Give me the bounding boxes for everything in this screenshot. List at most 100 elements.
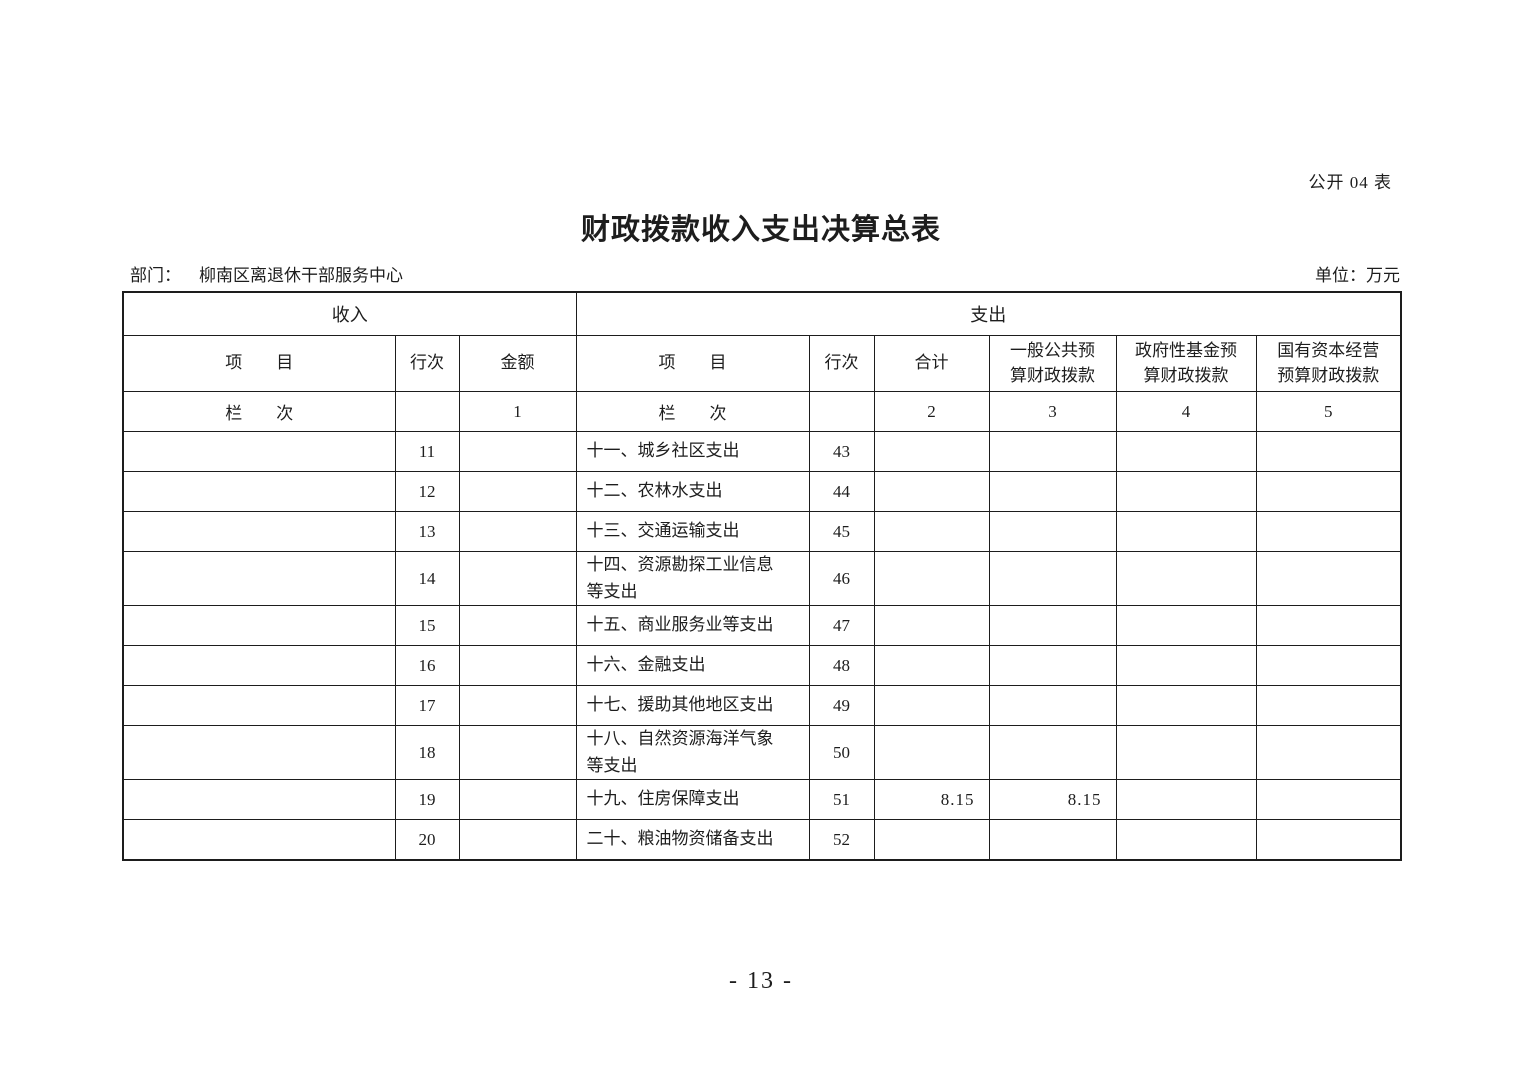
income-line-cell: 13: [394, 511, 460, 552]
income-section-header: 收入: [122, 291, 577, 336]
expense-line-cell: 45: [808, 511, 875, 552]
state-capital-cell: [1255, 779, 1402, 820]
state-capital-cell: [1255, 511, 1402, 552]
index-income-item: 栏 次: [122, 391, 396, 432]
gov-fund-cell: [1115, 725, 1257, 780]
general-budget-cell: [988, 819, 1117, 861]
state-capital-cell: [1255, 431, 1402, 472]
income-item-cell: [122, 819, 396, 861]
gov-fund-cell: [1115, 819, 1257, 861]
expense-line-cell: 51: [808, 779, 875, 820]
general-budget-cell: [988, 551, 1117, 606]
general-budget-cell: [988, 725, 1117, 780]
general-budget-cell: [988, 431, 1117, 472]
expense-item-cell: 十一、城乡社区支出: [575, 431, 810, 472]
state-capital-cell: [1255, 725, 1402, 780]
income-item-cell: [122, 645, 396, 686]
total-cell: [873, 819, 990, 861]
gov-fund-cell: [1115, 511, 1257, 552]
income-item-cell: [122, 685, 396, 726]
total-cell: [873, 471, 990, 512]
table-row: 19 十九、住房保障支出 51 8.15 8.15: [122, 779, 1402, 820]
general-budget-cell: [988, 511, 1117, 552]
page-content: 公开 04 表 财政拨款收入支出决算总表 部门： 柳南区离退休干部服务中心 单位：…: [122, 0, 1402, 1074]
expense-line-cell: 47: [808, 605, 875, 646]
department-line: 部门： 柳南区离退休干部服务中心: [122, 261, 403, 286]
column-index-row: 栏 次 1 栏 次 2 3 4 5: [122, 391, 1402, 432]
table-row: 18 十八、自然资源海洋气象 等支出 50: [122, 725, 1402, 780]
expense-line-cell: 50: [808, 725, 875, 780]
table-row: 15 十五、商业服务业等支出 47: [122, 605, 1402, 646]
expense-line-cell: 43: [808, 431, 875, 472]
state-capital-cell: [1255, 471, 1402, 512]
total-cell: [873, 725, 990, 780]
general-budget-cell: [988, 685, 1117, 726]
col-header-state-capital: 国有资本经营 预算财政拨款: [1255, 335, 1402, 392]
col-header-income-item: 项 目: [122, 335, 396, 392]
col-header-expense-item: 项 目: [575, 335, 810, 392]
expense-item-cell: 十三、交通运输支出: [575, 511, 810, 552]
table-row: 17 十七、援助其他地区支出 49: [122, 685, 1402, 726]
doc-label: 公开 04 表: [1308, 173, 1392, 192]
income-amount-cell: [458, 605, 577, 646]
income-amount-cell: [458, 725, 577, 780]
income-amount-cell: [458, 511, 577, 552]
state-capital-cell: [1255, 645, 1402, 686]
income-line-cell: 15: [394, 605, 460, 646]
index-general-budget: 3: [988, 391, 1117, 432]
table-row: 11 十一、城乡社区支出 43: [122, 431, 1402, 472]
department-value: 柳南区离退休干部服务中心: [199, 266, 403, 285]
total-cell: 8.15: [873, 779, 990, 820]
income-item-cell: [122, 471, 396, 512]
expense-line-cell: 52: [808, 819, 875, 861]
index-income-amount: 1: [458, 391, 577, 432]
gov-fund-cell: [1115, 551, 1257, 606]
income-item-cell: [122, 725, 396, 780]
income-amount-cell: [458, 819, 577, 861]
income-item-cell: [122, 779, 396, 820]
unit-label: 单位：万元: [1315, 266, 1400, 285]
income-item-cell: [122, 605, 396, 646]
expense-line-cell: 49: [808, 685, 875, 726]
total-cell: [873, 685, 990, 726]
section-header-row: 收入 支出: [122, 291, 1402, 336]
income-line-cell: 19: [394, 779, 460, 820]
expense-item-cell: 十四、资源勘探工业信息 等支出: [575, 551, 810, 606]
meta-row: 部门： 柳南区离退休干部服务中心 单位：万元: [122, 261, 1400, 286]
col-header-total: 合计: [873, 335, 990, 392]
expense-item-cell: 十八、自然资源海洋气象 等支出: [575, 725, 810, 780]
general-budget-cell: [988, 471, 1117, 512]
gov-fund-cell: [1115, 605, 1257, 646]
expense-line-cell: 48: [808, 645, 875, 686]
table-row: 13 十三、交通运输支出 45: [122, 511, 1402, 552]
expense-section-header: 支出: [575, 291, 1402, 336]
income-amount-cell: [458, 779, 577, 820]
income-line-cell: 16: [394, 645, 460, 686]
income-amount-cell: [458, 645, 577, 686]
state-capital-cell: [1255, 819, 1402, 861]
income-amount-cell: [458, 685, 577, 726]
index-gov-fund: 4: [1115, 391, 1257, 432]
page-title: 财政拨款收入支出决算总表: [580, 214, 941, 246]
gov-fund-cell: [1115, 645, 1257, 686]
income-line-cell: 14: [394, 551, 460, 606]
table-row: 12 十二、农林水支出 44: [122, 471, 1402, 512]
total-cell: [873, 645, 990, 686]
general-budget-cell: [988, 605, 1117, 646]
col-header-general-budget: 一般公共预 算财政拨款: [988, 335, 1117, 392]
income-line-cell: 11: [394, 431, 460, 472]
page-number: - 13 -: [729, 968, 793, 994]
income-line-cell: 12: [394, 471, 460, 512]
income-item-cell: [122, 511, 396, 552]
index-state-capital: 5: [1255, 391, 1402, 432]
table-row: 20 二十、粮油物资储备支出 52: [122, 819, 1402, 861]
expense-item-cell: 十九、住房保障支出: [575, 779, 810, 820]
table-row: 14 十四、资源勘探工业信息 等支出 46: [122, 551, 1402, 606]
total-cell: [873, 431, 990, 472]
index-expense-item: 栏 次: [575, 391, 810, 432]
gov-fund-cell: [1115, 685, 1257, 726]
income-line-cell: 20: [394, 819, 460, 861]
expense-line-cell: 44: [808, 471, 875, 512]
income-item-cell: [122, 551, 396, 606]
